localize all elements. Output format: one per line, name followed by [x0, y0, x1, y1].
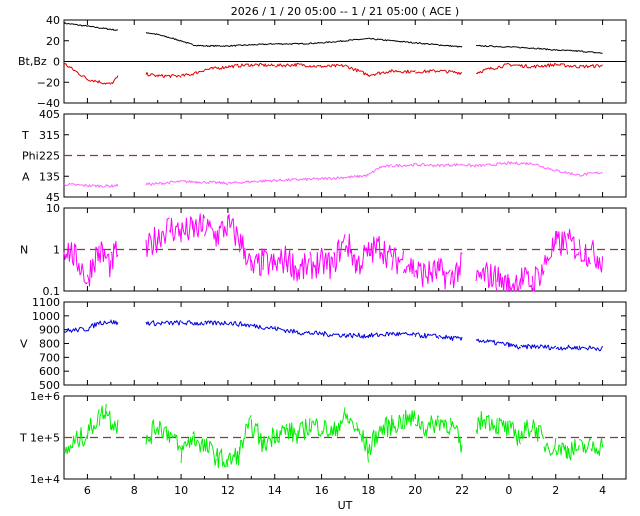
series-bz	[63, 62, 603, 85]
y-axis-label: T	[21, 129, 29, 142]
y-tick-label: 405	[39, 108, 60, 121]
x-tick-label: 16	[315, 484, 329, 497]
x-tick-label: 20	[408, 484, 422, 497]
x-tick-label: 2	[552, 484, 559, 497]
y-tick-label: 700	[39, 351, 60, 364]
x-axis-label: UT	[338, 499, 353, 512]
series-velocity	[63, 319, 604, 352]
y-axis-label: T	[19, 432, 27, 445]
x-tick-label: 0	[505, 484, 512, 497]
panel-density: 10 1 0.1 N	[20, 202, 627, 298]
y-axis-label: A	[22, 170, 30, 183]
y-tick-label: 315	[39, 129, 60, 142]
panel-phi: 405 315 225 135 45 T Phi A	[21, 108, 627, 204]
y-tick-label: 40	[46, 14, 60, 27]
y-tick-label: 225	[39, 150, 60, 163]
x-tick-label: 4	[599, 484, 606, 497]
x-tick-label: 18	[361, 484, 375, 497]
y-axis-label: V	[20, 338, 28, 351]
x-tick-label: 14	[268, 484, 282, 497]
x-tick-label: 6	[84, 484, 91, 497]
panel-mag: 40 20 0 −20 −40 Bt,Bz	[18, 14, 627, 110]
y-tick-label: 135	[39, 170, 60, 183]
y-tick-label: 1e+6	[30, 390, 60, 403]
y-tick-label: 800	[39, 338, 60, 351]
panels: 40200−20−40Bt,Bz40531522513545TPhiA1010.…	[18, 14, 627, 497]
series-phi	[63, 161, 603, 188]
y-tick-label: 1e+4	[30, 473, 60, 486]
y-tick-label: 20	[46, 35, 60, 48]
y-axis-label: Phi	[22, 150, 39, 163]
y-tick-label: −20	[37, 76, 60, 89]
x-tick-label: 22	[455, 484, 469, 497]
y-tick-label: 600	[39, 365, 60, 378]
y-tick-label: 1	[53, 244, 60, 257]
x-tick-label: 12	[221, 484, 235, 497]
series-temperature	[63, 403, 604, 469]
series-density	[63, 213, 604, 292]
y-tick-label: −40	[37, 97, 60, 110]
y-tick-label: 0	[53, 56, 60, 69]
panel-temperature: 1e+6 1e+5 1e+4 6 8 10 12 14 16 18 20 22 0 2 4 T	[19, 390, 627, 497]
y-tick-label: 0.1	[43, 285, 61, 298]
y-tick-label: 900	[39, 324, 60, 337]
y-tick-label: 1000	[32, 310, 60, 323]
y-tick-label: 45	[46, 191, 60, 204]
x-tick-label: 10	[174, 484, 188, 497]
series-bt	[63, 22, 603, 54]
y-tick-label: 1e+5	[30, 432, 60, 445]
y-tick-label: 10	[46, 202, 60, 215]
y-axis-label: Bt,Bz	[18, 55, 47, 68]
plot-title: 2026 / 1 / 20 05:00 -- 1 / 21 05:00 ( AC…	[231, 5, 459, 18]
y-tick-label: 500	[39, 379, 60, 392]
y-axis-label: N	[20, 244, 28, 257]
y-tick-label: 1100	[32, 296, 60, 309]
panel-frame	[63, 301, 627, 386]
x-tick-label: 8	[131, 484, 138, 497]
